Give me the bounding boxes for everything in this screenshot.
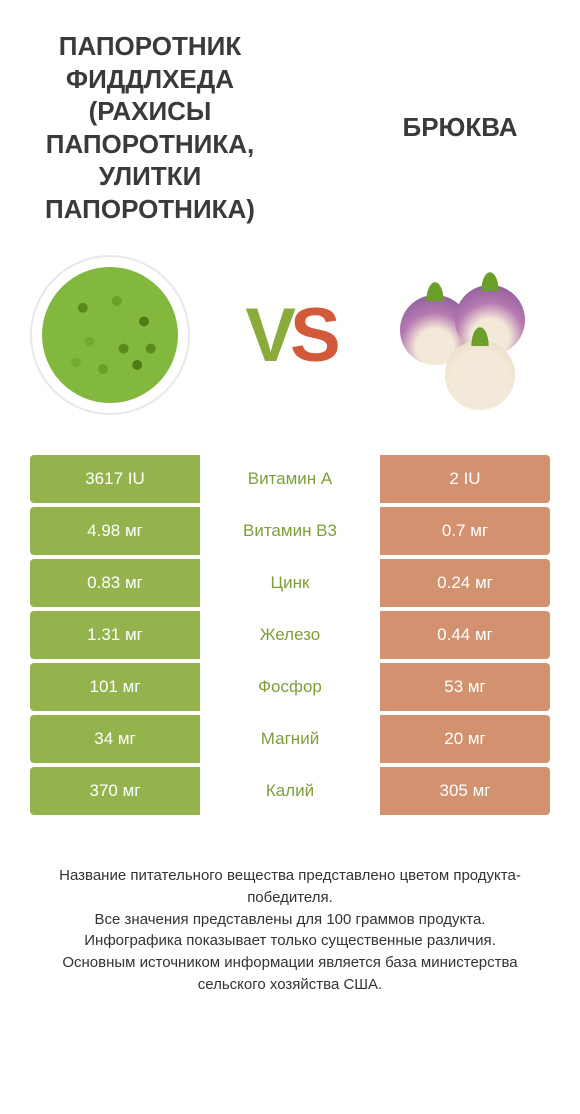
vs-s: S xyxy=(290,292,335,379)
value-left: 4.98 мг xyxy=(30,507,200,555)
table-row: 0.83 мгЦинк0.24 мг xyxy=(30,559,550,607)
nutrient-name: Калий xyxy=(200,767,380,815)
title-right: БРЮКВА xyxy=(360,111,560,144)
nutrient-name: Витамин B3 xyxy=(200,507,380,555)
table-row: 3617 IUВитамин A2 IU xyxy=(30,455,550,503)
value-left: 0.83 мг xyxy=(30,559,200,607)
footer-notes: Название питательного вещества представл… xyxy=(20,865,560,996)
footer-line: Все значения представлены для 100 граммо… xyxy=(32,909,548,931)
nutrient-name: Фосфор xyxy=(200,663,380,711)
footer-line: Название питательного вещества представл… xyxy=(32,865,548,909)
value-left: 101 мг xyxy=(30,663,200,711)
table-row: 4.98 мгВитамин B30.7 мг xyxy=(30,507,550,555)
value-left: 1.31 мг xyxy=(30,611,200,659)
hero: V S xyxy=(30,255,550,415)
value-left: 3617 IU xyxy=(30,455,200,503)
value-right: 305 мг xyxy=(380,767,550,815)
table-row: 101 мгФосфор53 мг xyxy=(30,663,550,711)
nutrient-name: Железо xyxy=(200,611,380,659)
value-right: 0.24 мг xyxy=(380,559,550,607)
vs-v: V xyxy=(245,292,290,379)
value-right: 2 IU xyxy=(380,455,550,503)
title-left: ПАПОРОТНИК ФИДДЛХЕДА (РАХИСЫ ПАПОРОТНИКА… xyxy=(20,30,280,225)
image-fiddlehead xyxy=(30,255,190,415)
footer-line: Основным источником информации является … xyxy=(32,952,548,996)
fiddlehead-icon xyxy=(30,255,190,415)
footer-line: Инфографика показывает только существенн… xyxy=(32,930,548,952)
vs-label: V S xyxy=(245,292,334,379)
nutrient-name: Цинк xyxy=(200,559,380,607)
header: ПАПОРОТНИК ФИДДЛХЕДА (РАХИСЫ ПАПОРОТНИКА… xyxy=(20,30,560,225)
value-right: 0.44 мг xyxy=(380,611,550,659)
nutrient-name: Витамин A xyxy=(200,455,380,503)
value-left: 370 мг xyxy=(30,767,200,815)
table-row: 34 мгМагний20 мг xyxy=(30,715,550,763)
table-row: 1.31 мгЖелезо0.44 мг xyxy=(30,611,550,659)
value-right: 53 мг xyxy=(380,663,550,711)
comparison-table: 3617 IUВитамин A2 IU4.98 мгВитамин B30.7… xyxy=(30,455,550,815)
image-rutabaga xyxy=(390,255,550,415)
rutabaga-icon xyxy=(390,255,550,415)
value-right: 0.7 мг xyxy=(380,507,550,555)
value-right: 20 мг xyxy=(380,715,550,763)
table-row: 370 мгКалий305 мг xyxy=(30,767,550,815)
value-left: 34 мг xyxy=(30,715,200,763)
nutrient-name: Магний xyxy=(200,715,380,763)
